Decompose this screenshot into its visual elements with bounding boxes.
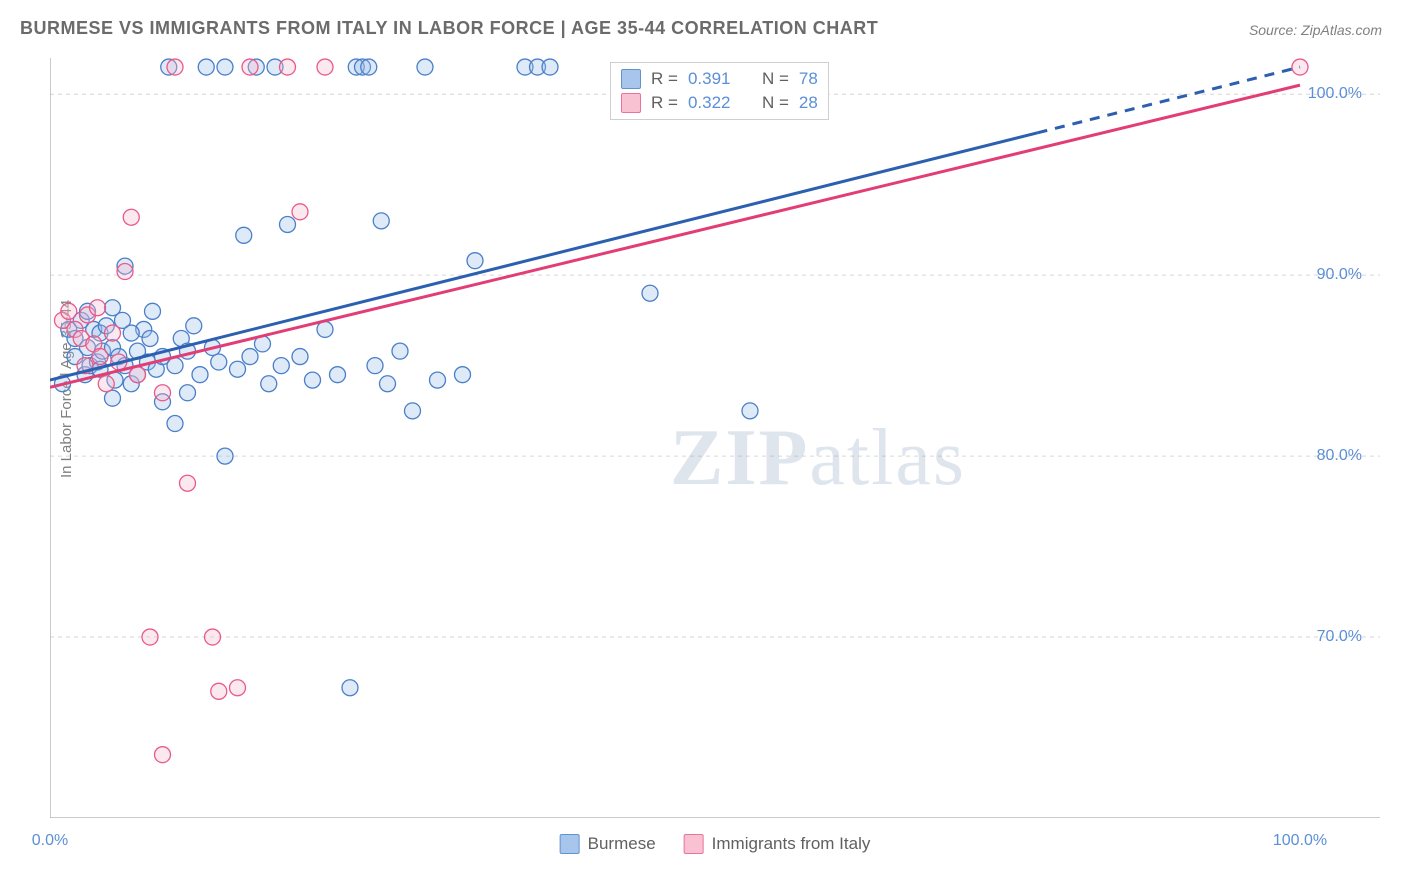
n-value: 28	[799, 93, 818, 113]
r-value: 0.391	[688, 69, 746, 89]
source-attribution: Source: ZipAtlas.com	[1249, 22, 1382, 38]
r-label: R =	[651, 69, 678, 89]
legend-item: Immigrants from Italy	[684, 834, 871, 854]
y-tick-label: 90.0%	[1317, 266, 1362, 284]
r-value: 0.322	[688, 93, 746, 113]
n-label: N =	[762, 69, 789, 89]
legend-label: Burmese	[588, 834, 656, 854]
x-tick-label: 100.0%	[1273, 832, 1327, 850]
r-label: R =	[651, 93, 678, 113]
series-legend: Burmese Immigrants from Italy	[560, 834, 871, 854]
x-tick-label: 0.0%	[32, 832, 68, 850]
legend-swatch	[621, 93, 641, 113]
chart-container: In Labor Force | Age 35-44 ZIPatlas R =0…	[50, 58, 1380, 818]
n-value: 78	[799, 69, 818, 89]
legend-swatch	[684, 834, 704, 854]
correlation-row: R = 0.391 N = 78	[621, 67, 818, 91]
chart-title: BURMESE VS IMMIGRANTS FROM ITALY IN LABO…	[20, 18, 878, 39]
y-tick-label: 100.0%	[1308, 85, 1362, 103]
legend-label: Immigrants from Italy	[712, 834, 871, 854]
y-tick-label: 70.0%	[1317, 628, 1362, 646]
correlation-row: R = 0.322 N = 28	[621, 91, 818, 115]
legend-item: Burmese	[560, 834, 656, 854]
n-label: N =	[762, 93, 789, 113]
y-tick-label: 80.0%	[1317, 447, 1362, 465]
legend-swatch	[621, 69, 641, 89]
correlation-legend: R = 0.391 N = 78 R = 0.322 N = 28	[610, 62, 829, 120]
scatter-plot	[50, 58, 1380, 818]
legend-swatch	[560, 834, 580, 854]
